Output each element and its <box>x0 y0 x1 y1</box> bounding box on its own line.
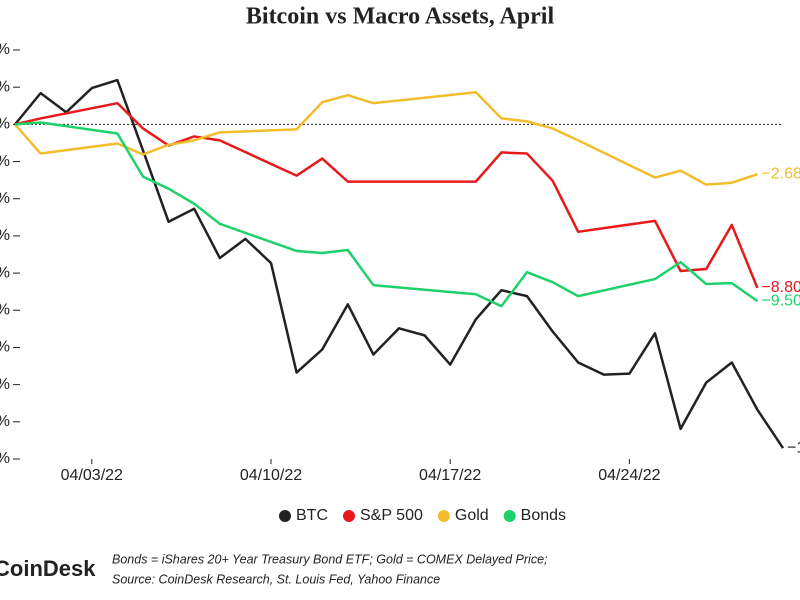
footnote: Bonds = iShares 20+ Year Treasury Bond E… <box>112 552 548 566</box>
y-tick-label: −14% <box>0 376 10 393</box>
y-tick-label: −12% <box>0 339 10 356</box>
series-line <box>14 121 759 308</box>
chart-title: Bitcoin vs Macro Assets, April <box>246 4 555 30</box>
legend-marker <box>503 510 516 522</box>
y-tick-label: −16% <box>0 413 10 430</box>
y-tick-label: −4% <box>0 190 10 207</box>
legend-label: BTC <box>296 507 328 524</box>
y-tick-label: −2% <box>0 153 10 170</box>
y-tick-label: −10% <box>0 301 10 318</box>
y-tick-label: −8% <box>0 264 10 281</box>
end-label: −2.68% <box>761 165 800 182</box>
series-line <box>14 90 758 186</box>
x-tick-label: 04/17/22 <box>419 467 481 484</box>
x-tick-label: 04/03/22 <box>61 467 123 484</box>
x-tick-label: 04/10/22 <box>240 467 302 484</box>
x-tick-label: 04/24/22 <box>598 467 660 484</box>
series-line <box>14 101 759 289</box>
legend-label: Gold <box>455 507 489 524</box>
brand-logo: CoinDesk <box>0 556 96 581</box>
legend-label: Bonds <box>521 507 566 524</box>
legend-marker <box>279 510 291 522</box>
source-note: Source: CoinDesk Research, St. Louis Fed… <box>112 572 440 586</box>
end-label: −17.41% <box>787 439 800 456</box>
y-tick-label: −18% <box>0 450 10 467</box>
legend-marker <box>437 510 450 522</box>
legend-marker <box>343 510 355 522</box>
legend-label: S&P 500 <box>360 507 423 524</box>
y-tick-label: 2% <box>0 78 10 95</box>
y-tick-label: 4% <box>0 41 10 58</box>
y-tick-label: 0% <box>0 116 10 133</box>
series-line <box>14 78 785 449</box>
end-label: −8.80% <box>761 279 800 296</box>
end-label: −9.50% <box>761 292 800 309</box>
y-tick-label: −6% <box>0 227 10 244</box>
